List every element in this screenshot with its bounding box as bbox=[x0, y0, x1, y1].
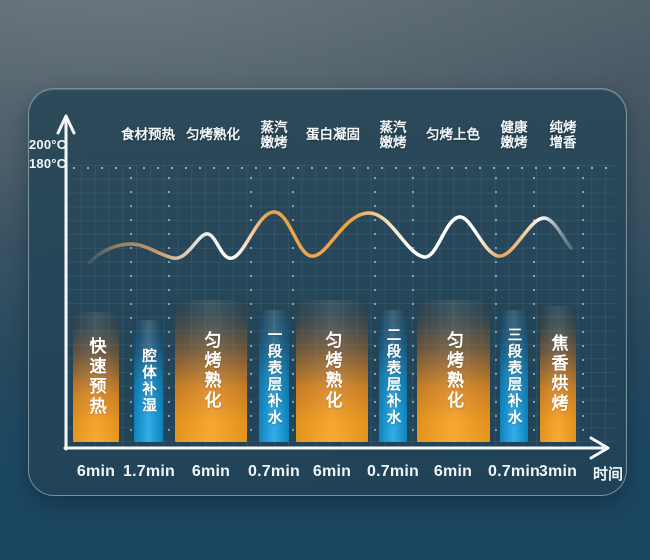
vertical-dotted-gridline bbox=[168, 177, 170, 443]
duration-label: 0.7min bbox=[248, 463, 300, 480]
phase-label-coloring: 匀烤上色 bbox=[426, 127, 480, 143]
stage-bar-quick-preheat: 快速预热 bbox=[73, 312, 119, 442]
stage-bar-label: 快速预热 bbox=[86, 337, 106, 417]
stage-bar-label: 匀烤熟化 bbox=[322, 331, 342, 411]
vertical-dotted-gridline bbox=[495, 177, 497, 443]
stage-bar-label: 焦香烘烤 bbox=[548, 334, 568, 414]
stage-bar-even-bake-1: 匀烤熟化 bbox=[175, 300, 247, 442]
vertical-dotted-gridline bbox=[292, 177, 294, 443]
vertical-dotted-gridline bbox=[412, 177, 414, 443]
chart-panel: 200°C 180°C 食材预热 匀烤熟化 蒸汽 嫩烤 蛋白凝固 蒸汽 嫩烤 匀… bbox=[28, 88, 627, 496]
x-axis bbox=[63, 436, 610, 460]
stage-bar-even-bake-3: 匀烤熟化 bbox=[417, 300, 490, 442]
temperature-curve bbox=[87, 210, 573, 265]
stage-bar-cavity-humidify: 腔体补湿 bbox=[134, 320, 163, 442]
phase-label-healthy-bake: 健康 嫩烤 bbox=[500, 119, 528, 151]
duration-label: 0.7min bbox=[367, 463, 419, 480]
y-axis bbox=[56, 114, 76, 451]
phase-label-steam-bake-2: 蒸汽 嫩烤 bbox=[379, 119, 407, 151]
stage-bar-even-bake-2: 匀烤熟化 bbox=[296, 300, 368, 442]
duration-label: 6min bbox=[76, 463, 116, 480]
x-axis-label-time: 时间 bbox=[592, 466, 623, 483]
stage-bar-label: 匀烤熟化 bbox=[444, 331, 463, 411]
duration-label: 6min bbox=[312, 463, 352, 480]
stage-bar-surface-water-1: 一段表层补水 bbox=[259, 310, 289, 442]
stage-bar-label: 一段表层补水 bbox=[265, 326, 282, 426]
duration-label: 1.7min bbox=[123, 463, 175, 480]
stage-bar-surface-water-2: 二段表层补水 bbox=[379, 310, 407, 442]
vertical-dotted-gridline bbox=[533, 177, 535, 443]
phase-label-pure-bake: 纯烤 增香 bbox=[549, 119, 577, 151]
duration-label: 6min bbox=[433, 463, 473, 480]
stage-bar-label: 匀烤熟化 bbox=[201, 331, 221, 411]
vertical-dotted-gridline bbox=[582, 177, 584, 443]
phase-label-steam-bake-1: 蒸汽 嫩烤 bbox=[260, 119, 288, 151]
horizontal-dotted-gridline bbox=[73, 167, 609, 169]
y-tick-200c: 200°C bbox=[29, 137, 67, 152]
stage-bar-surface-water-3: 三段表层补水 bbox=[500, 310, 528, 442]
phase-label-preheat: 食材预热 bbox=[121, 127, 175, 143]
duration-label: 3min bbox=[538, 463, 578, 480]
duration-label: 6min bbox=[191, 463, 231, 480]
axes-and-curve bbox=[56, 114, 610, 460]
vertical-dotted-gridline bbox=[130, 177, 132, 443]
y-tick-180c: 180°C bbox=[29, 156, 67, 171]
stage-bar-aroma-bake: 焦香烘烤 bbox=[540, 306, 576, 442]
vertical-dotted-gridline bbox=[374, 177, 376, 443]
phase-label-protein-set: 蛋白凝固 bbox=[306, 127, 360, 143]
stage-bar-label: 三段表层补水 bbox=[505, 326, 522, 426]
phase-label-even-bake: 匀烤熟化 bbox=[186, 127, 240, 143]
vertical-dotted-gridline bbox=[250, 177, 252, 443]
stage-bar-label: 腔体补湿 bbox=[140, 348, 156, 414]
duration-label: 0.7min bbox=[488, 463, 540, 480]
stage-bar-label: 二段表层补水 bbox=[384, 326, 401, 426]
